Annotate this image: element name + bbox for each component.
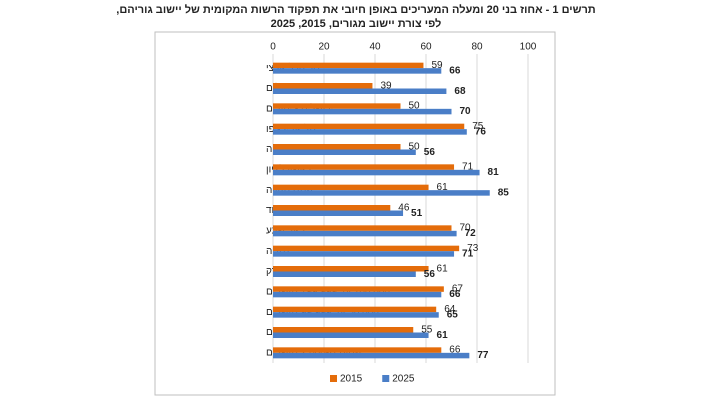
bar xyxy=(273,347,442,353)
value-label: 61 xyxy=(437,263,449,274)
legend-label: 2025 xyxy=(392,374,415,385)
bar xyxy=(273,306,437,313)
bar xyxy=(273,103,401,109)
chart-subtitle: לפי צורת יישוב מגורים, 2015, 2025 xyxy=(271,17,442,30)
bar xyxy=(273,144,401,150)
value-label: 59 xyxy=(431,60,443,71)
chart-frame xyxy=(154,31,556,396)
value-label: 56 xyxy=(424,147,436,158)
value-label: 85 xyxy=(498,188,510,199)
bar xyxy=(273,169,480,176)
legend-swatch xyxy=(330,375,337,382)
x-tick-label: 60 xyxy=(420,42,432,53)
value-label: 61 xyxy=(437,330,449,341)
bar xyxy=(273,62,424,69)
value-label: 61 xyxy=(437,182,449,193)
value-label: 71 xyxy=(462,249,474,260)
bar xyxy=(273,327,414,333)
value-label: 77 xyxy=(477,350,489,361)
bar xyxy=(273,245,460,252)
value-label: 75 xyxy=(472,121,484,132)
bar xyxy=(273,312,439,318)
bar xyxy=(273,108,452,115)
bar xyxy=(273,352,470,359)
bar xyxy=(273,164,455,170)
value-label: 68 xyxy=(454,86,466,97)
value-label: 70 xyxy=(460,106,472,117)
value-label: 67 xyxy=(452,284,464,295)
legend-label: 2015 xyxy=(340,374,363,385)
bar xyxy=(273,230,457,237)
value-label: 65 xyxy=(447,310,459,321)
value-label: 50 xyxy=(409,141,421,152)
bar xyxy=(273,190,490,196)
bar xyxy=(273,210,404,216)
chart-title: תרשים 1 - אחוז בני 20 ומעלה המעריכים באו… xyxy=(116,3,596,16)
bar xyxy=(273,68,442,74)
bar xyxy=(273,271,416,277)
value-label: 72 xyxy=(465,228,477,239)
value-label: 73 xyxy=(467,243,479,254)
value-label: 66 xyxy=(449,66,461,77)
bar xyxy=(273,184,429,191)
x-tick-label: 40 xyxy=(369,42,381,53)
bar xyxy=(273,332,429,338)
bar xyxy=(273,129,467,135)
value-label: 66 xyxy=(449,345,461,356)
x-tick-label: 20 xyxy=(318,42,330,53)
value-label: 70 xyxy=(460,223,472,234)
bar xyxy=(273,286,444,292)
bar xyxy=(273,291,442,298)
bar xyxy=(273,83,373,89)
value-label: 71 xyxy=(462,162,474,173)
legend-swatch xyxy=(382,375,390,382)
value-label: 56 xyxy=(424,269,436,280)
bar xyxy=(273,88,447,94)
value-label: 55 xyxy=(421,324,433,335)
x-tick-label: 0 xyxy=(270,42,276,53)
x-tick-label: 100 xyxy=(520,42,537,53)
value-label: 66 xyxy=(449,289,461,300)
x-tick-label: 80 xyxy=(471,42,483,53)
value-label: 46 xyxy=(398,202,410,213)
bar xyxy=(273,205,391,211)
bar xyxy=(273,225,452,231)
value-label: 51 xyxy=(411,208,423,219)
value-label: 81 xyxy=(488,167,500,178)
bar xyxy=(273,149,416,155)
value-label: 64 xyxy=(444,304,456,315)
bar xyxy=(273,266,429,272)
value-label: 39 xyxy=(380,80,392,91)
bar xyxy=(273,251,455,257)
bar xyxy=(273,123,465,130)
value-label: 50 xyxy=(409,101,421,112)
value-label: 76 xyxy=(475,127,487,138)
